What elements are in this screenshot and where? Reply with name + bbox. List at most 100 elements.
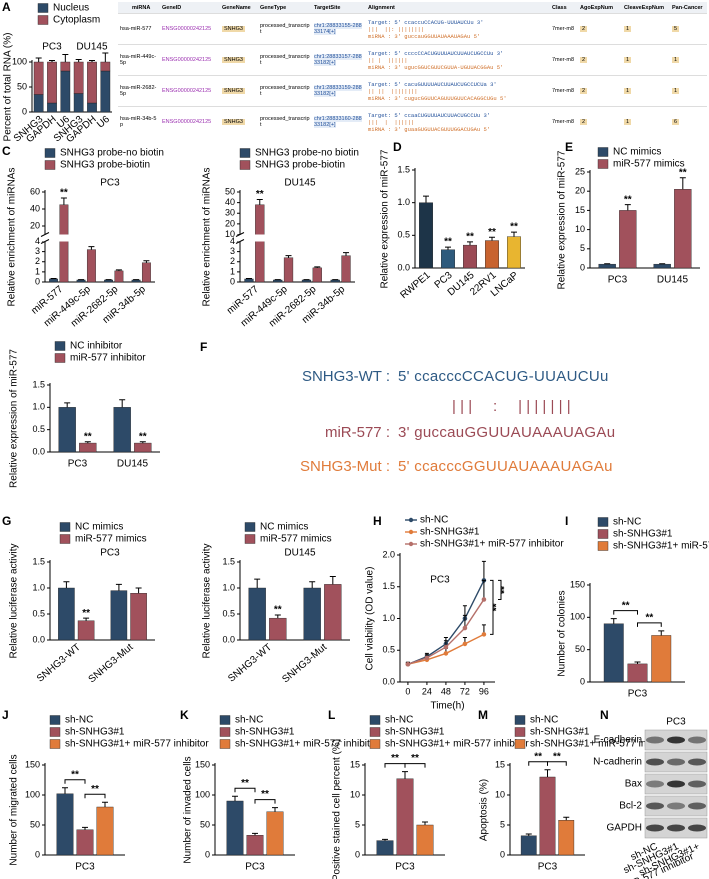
error-bar xyxy=(102,52,109,62)
y-tick-label: 1.5 xyxy=(32,379,45,389)
bar xyxy=(324,584,342,641)
bar xyxy=(141,262,151,283)
bar xyxy=(246,835,264,856)
panel-label: D xyxy=(393,140,402,154)
cell-text: 7mer-m8 xyxy=(552,88,575,94)
error-bar xyxy=(254,578,261,588)
chart-title: PC3 xyxy=(100,548,120,559)
axis-break-mark xyxy=(235,232,245,244)
y-tick-label: 1.0 xyxy=(32,402,45,412)
error-bar xyxy=(115,269,122,271)
panel-label: I xyxy=(565,514,568,528)
legend-swatch xyxy=(239,148,251,158)
error-bar xyxy=(60,197,67,205)
error-bar xyxy=(422,821,428,825)
bar-segment xyxy=(100,70,111,113)
legend-label: sh-NC xyxy=(65,715,93,726)
bar-segment xyxy=(73,61,84,94)
error-bar xyxy=(285,255,292,258)
y-tick-label: 50 xyxy=(17,81,27,91)
x-tick-label: U6 xyxy=(95,114,112,131)
legend-swatch xyxy=(514,715,526,725)
column-header: Pan-Cancer xyxy=(670,2,707,14)
bar-segment xyxy=(33,94,44,113)
panel-label: N xyxy=(600,708,609,722)
y-tick-label: 30 xyxy=(225,208,235,218)
x-tick-label: PC3 xyxy=(75,862,95,873)
bracket xyxy=(498,579,502,600)
y-tick-label: 0.5 xyxy=(222,608,235,618)
bar xyxy=(283,257,294,283)
significance: ** xyxy=(679,167,687,178)
bracket xyxy=(84,793,106,799)
significance: ** xyxy=(444,237,452,248)
table-row: hsa-miR-449c-5p ENSG00000242125 SNHG3 proce… xyxy=(118,44,707,76)
cell-text: hsa-miR-577 xyxy=(120,26,152,32)
error-bar xyxy=(35,57,42,62)
y-tick-label: 20 xyxy=(225,218,235,228)
panel-label: L xyxy=(328,708,335,722)
legend-label: miR-577 mimics xyxy=(613,159,685,170)
table-cell: processed_transcript xyxy=(258,75,312,107)
legend-label: NC mimics xyxy=(260,522,308,533)
table-cell: hsa-miR-34b-5p xyxy=(118,106,160,136)
bar xyxy=(266,811,284,856)
point xyxy=(405,661,411,667)
alignment-line: miRNA : 3' guccauGGUUAUAAAUAGAu 5' xyxy=(368,32,481,40)
x-tick-label: SNHG3-Mut xyxy=(87,642,136,686)
bar xyxy=(76,279,86,283)
legend-label: Nucleus xyxy=(53,3,89,14)
bar xyxy=(341,255,351,283)
bar xyxy=(131,279,141,283)
error-bar xyxy=(62,54,69,62)
group-label: DU145 xyxy=(76,42,108,53)
cell-text: 1 xyxy=(672,57,680,63)
bar xyxy=(507,236,521,269)
significance: ** xyxy=(488,227,496,238)
table-cell: ENSG00000242125 xyxy=(160,106,220,136)
header-row: miRNA GeneID GeneName GeneType TargetSite Ali… xyxy=(118,2,707,14)
legend-label: miR-577 mimics xyxy=(260,534,332,545)
cell-text: 7mer-m8 xyxy=(552,26,575,32)
y-tick-label: 10 xyxy=(495,789,505,799)
alignment-cell: Target: 5' ccaccuCCACUG-UUUAUCUu 3' ||| |… xyxy=(366,13,550,45)
y-axis-title: Relative enrichment of miRNAs xyxy=(7,168,18,307)
cell-text: chr1:28833159-28833182[+] xyxy=(314,85,362,97)
legend-swatch xyxy=(54,353,66,363)
bracket xyxy=(490,579,494,635)
bar xyxy=(226,800,244,856)
y-axis-title: Number of migrated cells xyxy=(9,754,20,865)
bracket xyxy=(234,787,256,793)
bar xyxy=(463,244,477,269)
error-bar xyxy=(481,579,486,600)
table-cell: hsa-miR-577 xyxy=(118,13,160,45)
bar xyxy=(312,267,322,283)
legend-label: SNHG3 probe-no biotin xyxy=(255,148,359,159)
y-tick-label: 0 xyxy=(355,849,360,859)
error-bar xyxy=(563,816,570,821)
error-bar xyxy=(89,60,95,62)
x-tick-label: PC3 xyxy=(68,459,88,470)
bracket-label: ** xyxy=(71,769,79,780)
band xyxy=(667,758,685,766)
x-tick-label: DU145 xyxy=(657,275,689,286)
y-tick-label: 0.0 xyxy=(222,634,235,644)
y-axis-title: Positive stained cell percent (%) xyxy=(332,739,343,879)
mir-sequence: 3' guccauGGUUAUAAAUAGAu xyxy=(398,424,616,441)
cell-text: SNHG3 xyxy=(222,119,245,125)
table-cell: chr1:28833160-28833182[+] xyxy=(312,106,366,136)
y-tick-label: 5 xyxy=(355,819,360,829)
error-bar xyxy=(64,402,71,408)
alignment-line: ||| ||: |||||||| xyxy=(368,25,425,33)
legend-swatch xyxy=(219,739,231,749)
error-bar xyxy=(256,198,263,205)
legend-label: sh-SNHG3#1 xyxy=(65,727,125,738)
error-bar xyxy=(402,771,408,779)
legend-swatch xyxy=(244,522,256,532)
cell-text: 1 xyxy=(624,119,632,125)
legend-swatch xyxy=(597,159,609,169)
y-tick-label: 0 xyxy=(35,849,40,859)
y-tick-label: 0.5 xyxy=(397,230,410,240)
y-axis-title: Relative expression of miR-577 xyxy=(557,150,568,289)
chart-title: PC3 xyxy=(100,178,120,189)
